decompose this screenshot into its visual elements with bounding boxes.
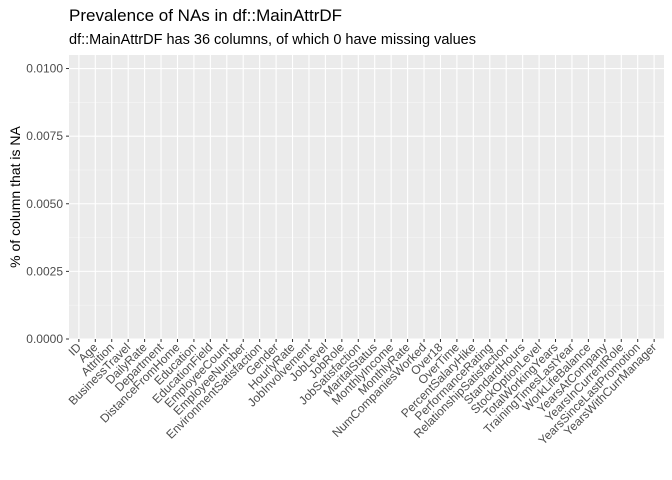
y-tick-label: 0.0000 xyxy=(26,332,63,346)
y-tick-label: 0.0100 xyxy=(26,62,63,76)
minor-gridlines xyxy=(69,102,664,306)
y-tick-label: 0.0025 xyxy=(26,264,63,278)
chart-title: Prevalence of NAs in df::MainAttrDF xyxy=(69,6,343,25)
y-axis: 0.0000 0.0025 0.0050 0.0075 0.0100 xyxy=(26,62,69,346)
major-gridlines xyxy=(69,55,664,340)
plot-panel xyxy=(69,55,664,339)
y-axis-title: % of column that is NA xyxy=(7,126,23,268)
y-tick-label: 0.0075 xyxy=(26,129,63,143)
x-axis: IDAgeAttritionBusinessTravelDailyRateDep… xyxy=(66,339,659,447)
y-tick-label: 0.0050 xyxy=(26,197,63,211)
chart-subtitle: df::MainAttrDF has 36 columns, of which … xyxy=(69,32,476,48)
